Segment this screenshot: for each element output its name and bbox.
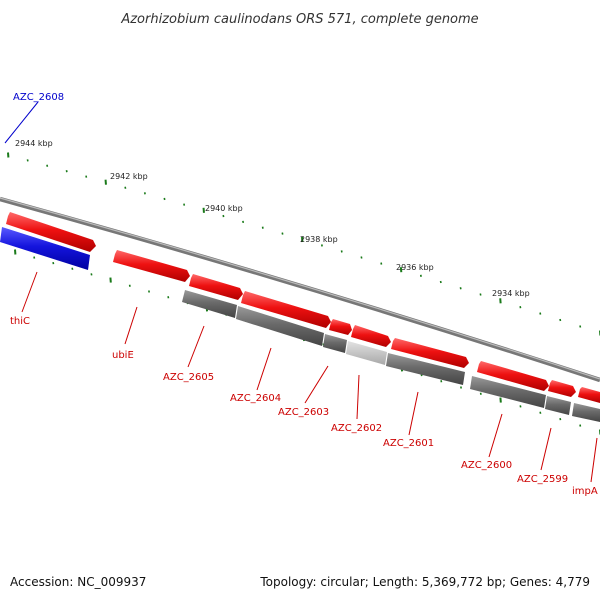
gene-arrow-azc-2601[interactable] [391, 338, 469, 368]
locus-bar-impa[interactable] [572, 403, 600, 422]
gene-arrow-ubie[interactable] [113, 250, 190, 282]
gene-arrow-impa[interactable] [578, 387, 600, 403]
scale-label: 2936 kbp [396, 263, 434, 272]
gene-arrow-azc-2600[interactable] [477, 361, 549, 391]
leader-line [488, 413, 503, 458]
scale-label: 2938 kbp [300, 235, 338, 244]
gene-arrow-azc-2603[interactable] [329, 319, 352, 335]
leader-line [590, 437, 598, 483]
locus-bar-azc-2602[interactable] [346, 341, 387, 365]
locus-bar-azc-2605[interactable] [182, 290, 237, 318]
gene-arrow-azc-2599[interactable] [548, 380, 576, 397]
locus-bar-azc-2599[interactable] [545, 396, 571, 415]
scale-labels: 2944 kbp 2942 kbp 2940 kbp 2938 kbp 2936… [15, 139, 530, 298]
gene-arrow-azc-2605[interactable] [189, 274, 243, 300]
accession-text: Accession: NC_009937 [10, 575, 146, 589]
gene-label-azc-2605[interactable]: AZC_2605 [163, 372, 214, 383]
gene-label-ubie[interactable]: ubiE [112, 350, 134, 361]
genome-summary-text: Topology: circular; Length: 5,369,772 bp… [259, 575, 590, 589]
leader-line [356, 374, 360, 420]
leader-line [256, 347, 272, 391]
gene-label-azc-2603[interactable]: AZC_2603 [278, 407, 329, 418]
scale-ticks [7, 152, 600, 435]
gene-label-azc-2608[interactable]: AZC_2608 [13, 92, 64, 103]
leader-line [304, 365, 329, 404]
map-title: Azorhizobium caulinodans ORS 571, comple… [120, 12, 478, 27]
leader-line [408, 391, 419, 436]
genome-backbone-highlight [0, 197, 600, 380]
locus-bar-azc-2603[interactable] [323, 334, 347, 353]
gene-label-azc-2600[interactable]: AZC_2600 [461, 460, 512, 471]
gene-label-azc-2604[interactable]: AZC_2604 [230, 393, 281, 404]
forward-features [6, 212, 600, 403]
scale-label: 2934 kbp [492, 289, 530, 298]
leader-line [21, 271, 38, 313]
genome-backbone [0, 196, 600, 383]
gene-label-azc-2602[interactable]: AZC_2602 [331, 423, 382, 434]
leader-line [540, 427, 552, 471]
scale-label: 2940 kbp [205, 204, 243, 213]
gene-label-thic[interactable]: thiC [10, 316, 30, 327]
gene-label-azc-2601[interactable]: AZC_2601 [383, 438, 434, 449]
leader-line [4, 101, 39, 144]
gene-arrow-azc-2604[interactable] [241, 291, 331, 328]
gene-arrow-azc-2608[interactable] [0, 227, 90, 270]
leader-line [187, 325, 205, 368]
locus-bar-azc-2601[interactable] [386, 353, 465, 385]
leader-line [124, 306, 138, 345]
locus-bar-azc-2604[interactable] [236, 306, 324, 346]
scale-label: 2942 kbp [110, 172, 148, 181]
gene-label-impa[interactable]: impA [572, 486, 598, 497]
gene-labels: AZC_2608 thiC ubiE AZC_2605 AZC_2604 AZC… [10, 92, 598, 497]
scale-label: 2944 kbp [15, 139, 53, 148]
gene-arrow-azc-2602[interactable] [351, 325, 391, 347]
gene-label-azc-2599[interactable]: AZC_2599 [517, 474, 568, 485]
locus-bars [182, 290, 600, 422]
gene-arrow-thic[interactable] [6, 212, 96, 252]
label-leader-lines [4, 101, 598, 483]
locus-bar-azc-2600[interactable] [470, 376, 546, 408]
